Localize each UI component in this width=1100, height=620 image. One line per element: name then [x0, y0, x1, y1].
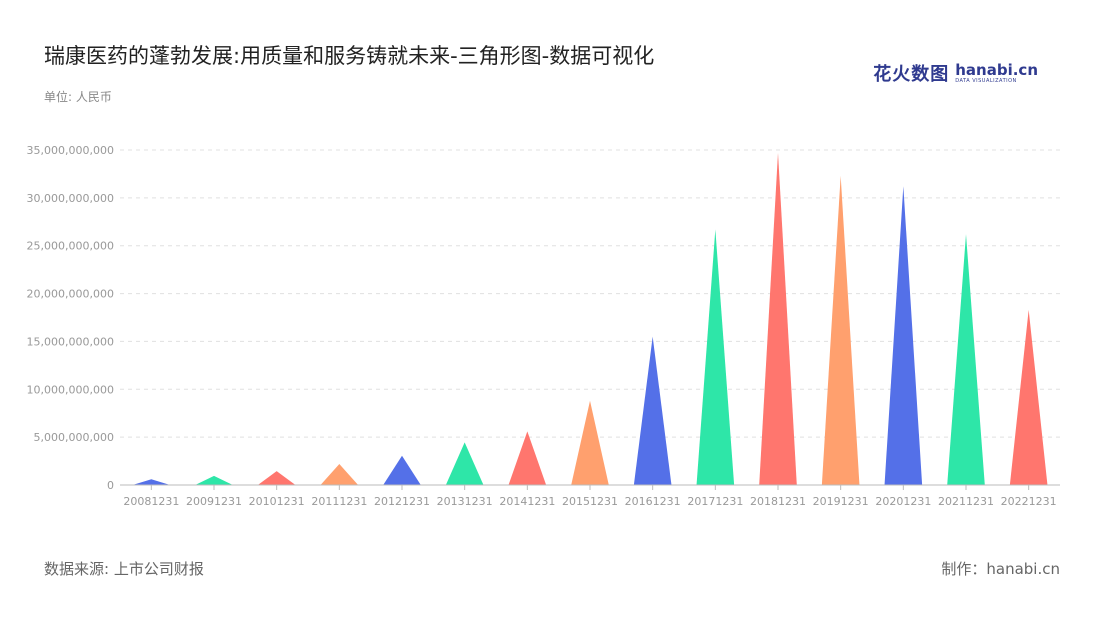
x-tick-label: 20161231: [625, 495, 681, 508]
x-tick-label: 20191231: [813, 495, 869, 508]
y-tick-label: 30,000,000,000: [27, 192, 114, 205]
y-axis: 0 5,000,000,000 10,000,000,000 15,000,000,0…: [27, 144, 114, 492]
x-tick-label: 20211231: [938, 495, 994, 508]
bar-20201231[interactable]: [884, 186, 923, 485]
x-tick-label: 20171231: [687, 495, 743, 508]
bar-20221231[interactable]: [1009, 309, 1048, 485]
x-tick-label: 20141231: [499, 495, 555, 508]
maker-credit: 制作：hanabi.cn: [941, 560, 1060, 578]
unit-label: 单位: 人民币: [44, 90, 112, 104]
bar-20211231[interactable]: [947, 234, 985, 485]
x-tick-label: 20131231: [437, 495, 493, 508]
x-tick-label: 20221231: [1001, 495, 1057, 508]
y-tick-label: 15,000,000,000: [27, 335, 114, 348]
bar-20141231[interactable]: [508, 431, 547, 485]
y-tick-label: 10,000,000,000: [27, 383, 114, 396]
x-tick-label: 20181231: [750, 495, 806, 508]
bar-20161231[interactable]: [633, 336, 672, 485]
data-source: 数据来源: 上市公司财报: [44, 560, 204, 578]
logo-en-block: hanabi.cn DATA VISUALIZATION: [955, 60, 1038, 84]
bar-20181231[interactable]: [759, 152, 797, 485]
y-tick-label: 20,000,000,000: [27, 288, 114, 301]
x-tick-label: 20101231: [249, 495, 305, 508]
y-tick-label: 35,000,000,000: [27, 144, 114, 157]
x-axis: 20081231 20091231 20101231 20111231 20121231…: [120, 484, 1060, 508]
bar-20101231[interactable]: [257, 471, 296, 485]
bar-20191231[interactable]: [821, 175, 860, 486]
brand-logo: 花火数图 hanabi.cn DATA VISUALIZATION: [873, 60, 1038, 86]
y-tick-label: 25,000,000,000: [27, 240, 114, 253]
x-tick-label: 20111231: [311, 495, 367, 508]
bar-20121231[interactable]: [383, 455, 421, 485]
bar-20081231[interactable]: [132, 479, 171, 485]
x-tick-label: 20201231: [875, 495, 931, 508]
bar-series: [132, 152, 1048, 486]
bar-20131231[interactable]: [445, 442, 484, 485]
x-tick-label: 20081231: [123, 495, 179, 508]
logo-en-text: hanabi.cn: [955, 60, 1038, 79]
bar-20111231[interactable]: [320, 463, 359, 485]
y-tick-label: 5,000,000,000: [34, 431, 114, 444]
y-tick-label: 0: [107, 479, 114, 492]
page-title: 瑞康医药的蓬勃发展:用质量和服务铸就未来-三角形图-数据可视化: [44, 44, 655, 68]
bar-20091231[interactable]: [195, 475, 233, 485]
logo-cn-text: 花火数图: [873, 64, 950, 85]
x-tick-label: 20151231: [562, 495, 618, 508]
grid-lines: [120, 149, 1060, 438]
bar-20171231[interactable]: [696, 229, 735, 485]
x-tick-label: 20091231: [186, 495, 242, 508]
logo-sub-text: DATA VISUALIZATION: [955, 77, 1017, 84]
x-tick-label: 20121231: [374, 495, 430, 508]
bar-20151231[interactable]: [571, 400, 609, 485]
